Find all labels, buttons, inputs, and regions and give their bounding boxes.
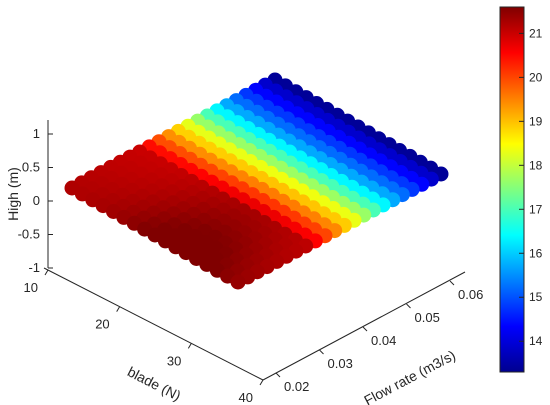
- y-tick-label: 0.05: [415, 310, 440, 325]
- colorbar: 21 20 19 18 17 16 15 14: [499, 6, 543, 373]
- colorbar-gradient: [499, 6, 525, 373]
- y-ticks: 0.02 0.03 0.04 0.05 0.06: [275, 280, 483, 394]
- colorbar-tick-label: 14: [529, 334, 543, 348]
- colorbar-tick-label: 18: [529, 158, 543, 172]
- y-tick-label: 0.03: [328, 356, 353, 371]
- z-axis-label: High (m): [5, 167, 21, 221]
- colorbar-tick-label: 17: [529, 202, 543, 216]
- y-tick-mark: [406, 303, 411, 309]
- x-tick-mark: [116, 306, 121, 312]
- z-tick-label: -1: [28, 260, 40, 275]
- colorbar-tick-label: 16: [529, 246, 543, 260]
- axes-frame: [43, 120, 466, 381]
- y-tick-label: 0.02: [284, 379, 309, 394]
- scatter-point: [230, 274, 246, 290]
- z-tick-label: 1: [33, 126, 40, 141]
- z-ticks: 1 0.5 0 -0.5 -1: [18, 126, 53, 275]
- colorbar-ticks: 21 20 19 18 17 16 15 14: [519, 26, 543, 348]
- y-tick-mark: [319, 349, 324, 355]
- x-tick-mark: [44, 269, 49, 276]
- x-tick-label: 10: [24, 280, 38, 295]
- x-tick-label: 30: [167, 353, 181, 368]
- z-tick-label: 0.5: [22, 160, 40, 175]
- colorbar-tick-label: 19: [529, 114, 543, 128]
- y-tick-mark: [362, 326, 368, 332]
- scatter-points: [64, 72, 449, 290]
- colorbar-tick-label: 21: [529, 26, 543, 40]
- x-axis-line: [43, 267, 264, 381]
- y-axis-line: [262, 271, 466, 381]
- y-tick-label: 0.04: [371, 333, 396, 348]
- x-tick-label: 20: [95, 317, 109, 332]
- x-tick-label: 40: [239, 390, 253, 405]
- colorbar-tick-label: 20: [529, 70, 543, 84]
- x-tick-mark: [187, 343, 192, 349]
- y-axis-label: Flow rate (m3/s): [361, 347, 458, 405]
- y-tick-mark: [449, 280, 455, 286]
- z-tick-label: 0: [33, 193, 40, 208]
- y-tick-mark: [275, 372, 281, 378]
- colorbar-tick-label: 15: [529, 290, 543, 304]
- z-tick-label: -0.5: [18, 227, 40, 242]
- x-ticks: 10 20 30 40: [24, 269, 264, 405]
- x-axis-label: blade (N): [125, 363, 184, 403]
- x-tick-mark: [259, 379, 264, 386]
- y-tick-label: 0.06: [458, 287, 483, 302]
